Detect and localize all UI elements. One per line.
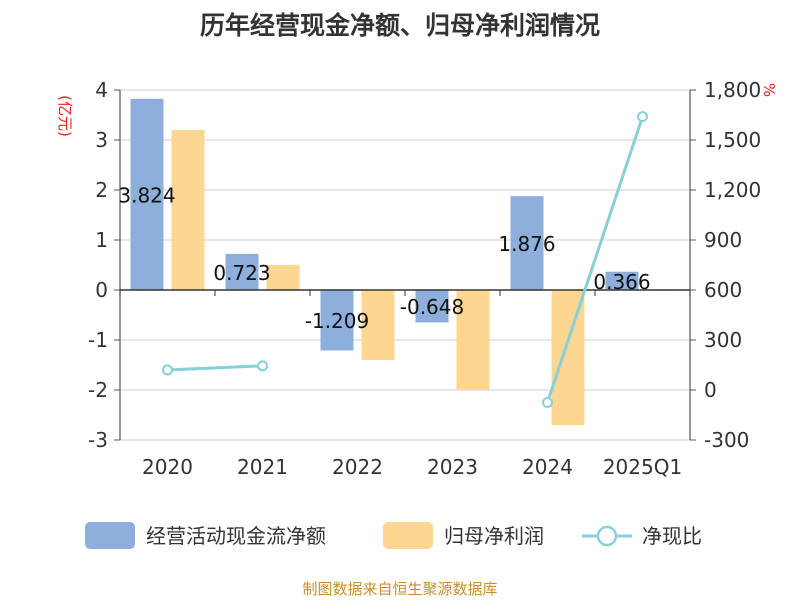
right-tick-label: -300 [704, 428, 749, 452]
ratio-point [542, 397, 553, 408]
bar-cashflow [225, 253, 259, 290]
left-tick-label: -2 [88, 378, 108, 402]
bar-netprofit [361, 290, 395, 360]
data-label-cashflow: 1.876 [498, 232, 555, 256]
bars [130, 98, 680, 425]
bar-netprofit [171, 130, 205, 290]
ratio-line [162, 111, 648, 408]
data-label-cashflow: 0.366 [593, 270, 650, 294]
axes [119, 90, 691, 440]
left-axis-unit: (亿元) [56, 95, 74, 137]
data-label-cashflow: 0.723 [213, 261, 270, 285]
bar-cashflow [415, 290, 449, 323]
gridlines [120, 89, 690, 441]
x-tick-label: 2023 [427, 455, 478, 479]
right-tick-label: 1,200 [704, 178, 761, 202]
bar-cashflow [605, 271, 639, 290]
ratio-point [637, 111, 648, 123]
left-tick-label: 0 [95, 278, 108, 302]
data-labels: 3.824 0.723 -1.209 -0.648 1.876 0.366 [118, 183, 650, 333]
right-tick-label: 600 [704, 278, 742, 302]
left-tick-label: 2 [95, 178, 108, 202]
ratio-point [162, 364, 173, 376]
ratio-line-segment [167, 364, 263, 372]
ratio-line-segment [546, 116, 644, 403]
left-tick-label: 1 [95, 228, 108, 252]
left-tick-label: 3 [95, 128, 108, 152]
left-tick-label: -1 [88, 328, 108, 352]
legend-label-ratio: 净现比 [642, 524, 702, 548]
right-tick-label: 0 [704, 378, 717, 402]
legend-swatch-cashflow [85, 522, 135, 549]
x-tick-label: 2020 [142, 455, 193, 479]
right-axis-unit: % [760, 83, 778, 97]
x-tick-label: 2025Q1 [603, 455, 682, 479]
x-axis-ticks: 2020 2021 2022 2023 2024 2025Q1 [119, 290, 691, 479]
legend-label-netprofit: 归母净利润 [444, 524, 544, 548]
left-axis-ticks: 4 3 2 1 0 -1 -2 -3 [88, 78, 120, 452]
source-note: 制图数据来自恒生聚源数据库 [302, 580, 497, 598]
bar-netprofit [456, 290, 490, 390]
legend: 经营活动现金流净额 归母净利润 净现比 [85, 522, 702, 549]
legend-swatch-netprofit [383, 522, 433, 549]
right-tick-label: 1,800 [704, 78, 761, 102]
data-label-cashflow: 3.824 [118, 183, 175, 207]
chart-title: 历年经营现金净额、归母净利润情况 [200, 11, 600, 40]
bar-cashflow [510, 196, 544, 290]
legend-label-cashflow: 经营活动现金流净额 [146, 524, 326, 548]
right-axis-ticks: 1,800 1,500 1,200 900 600 300 0 -300 [690, 78, 761, 452]
right-tick-label: 900 [704, 228, 742, 252]
data-label-cashflow: -0.648 [400, 295, 464, 319]
left-tick-label: 4 [95, 78, 108, 102]
x-tick-label: 2024 [522, 455, 573, 479]
bar-netprofit [266, 265, 300, 290]
bar-cashflow [130, 98, 164, 290]
data-label-cashflow: -1.209 [305, 309, 369, 333]
right-tick-label: 300 [704, 328, 742, 352]
bar-cashflow [320, 290, 354, 351]
left-tick-label: -3 [88, 428, 108, 452]
x-tick-label: 2022 [332, 455, 383, 479]
right-tick-label: 1,500 [704, 128, 761, 152]
bar-netprofit [551, 290, 585, 425]
ratio-point [257, 360, 268, 372]
legend-marker-ratio [596, 525, 618, 547]
x-tick-label: 2021 [237, 455, 288, 479]
